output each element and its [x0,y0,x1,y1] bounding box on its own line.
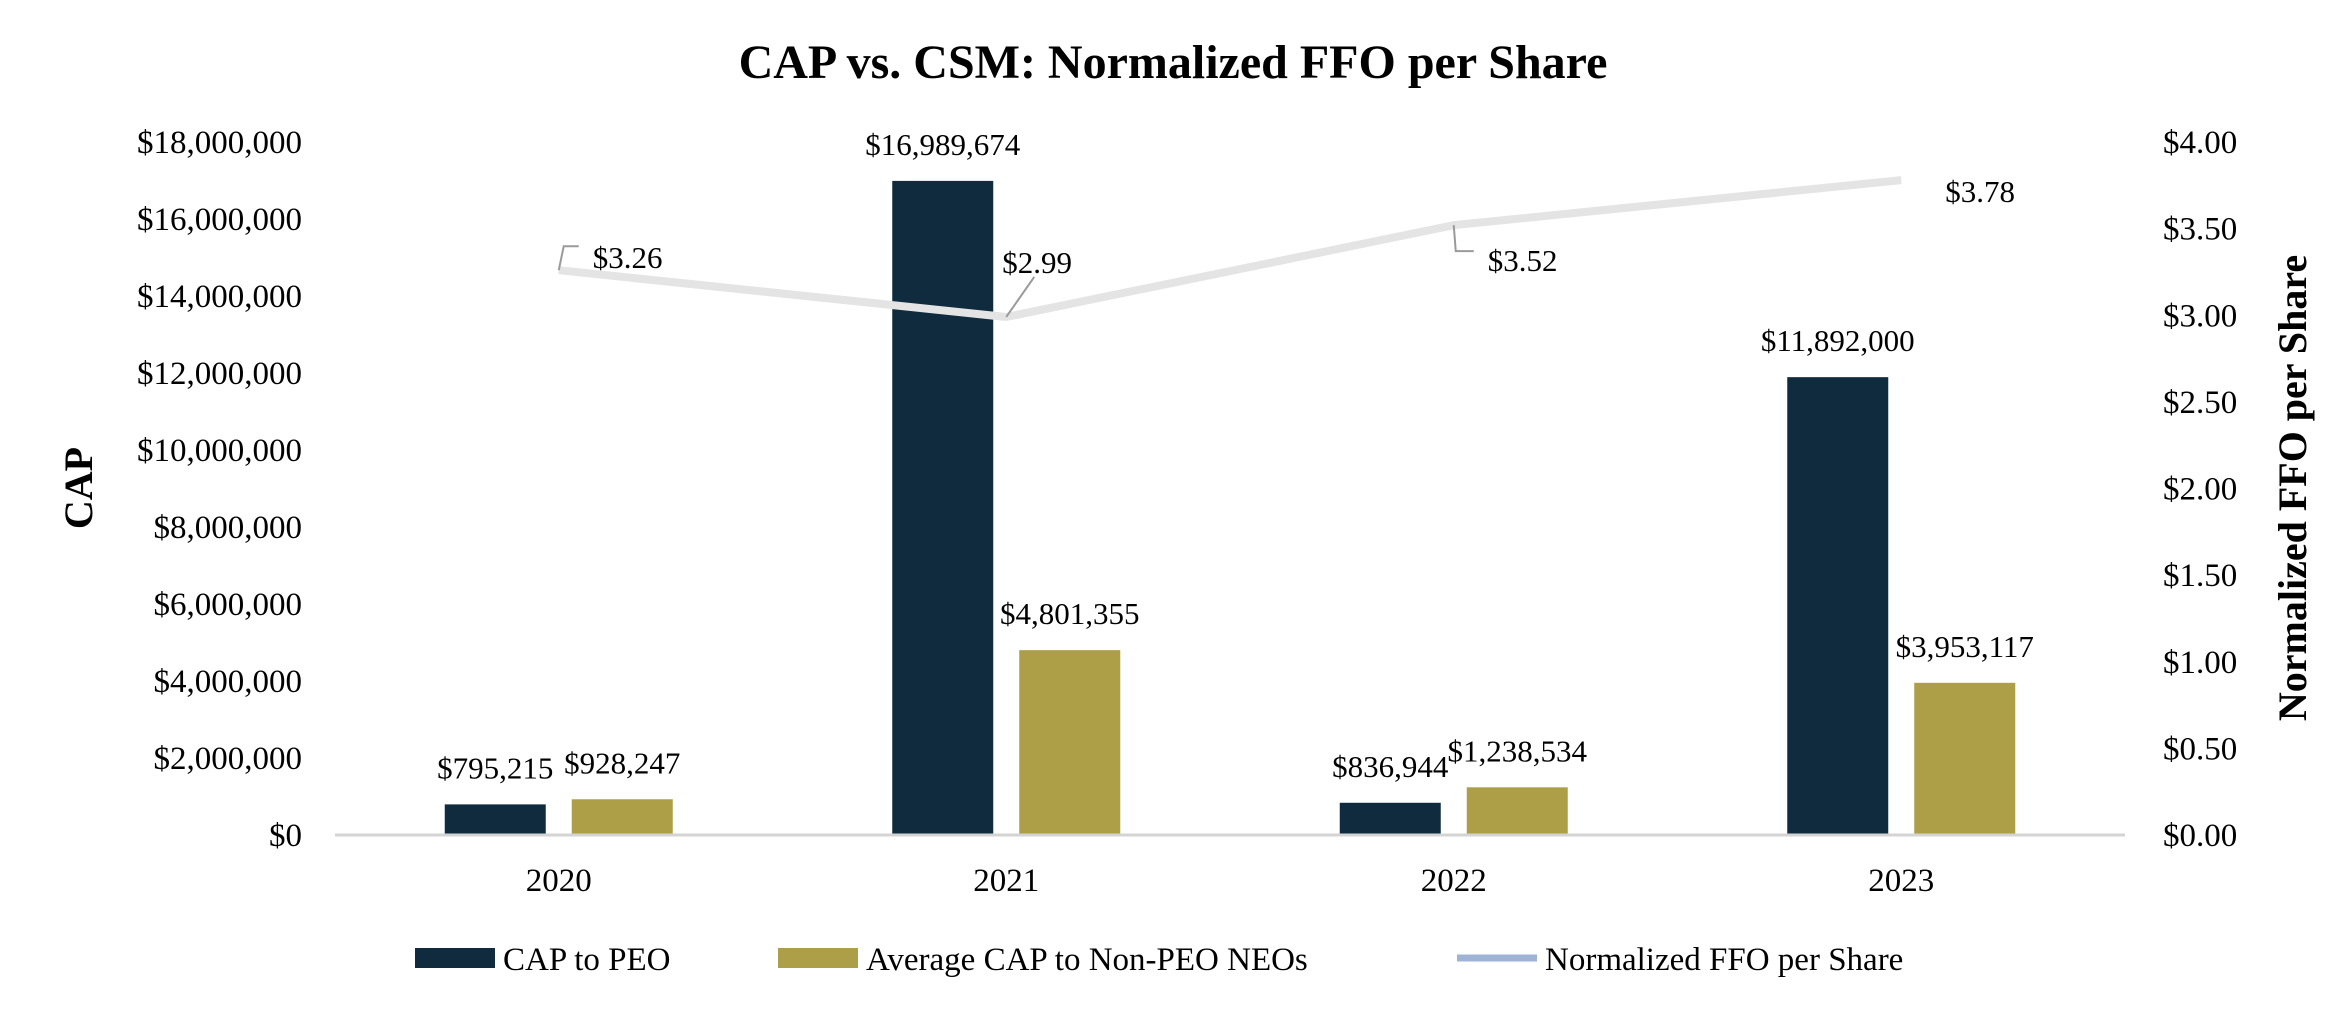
y2-tick-label: $2.00 [2163,472,2237,508]
bar [1339,802,1441,835]
y2-tick-label: $4.00 [2163,125,2237,161]
leader-line [1452,225,1474,253]
y-axis-title: CAP [56,447,101,529]
data-label: $3.78 [1945,174,2015,209]
data-label: $836,944 [1332,749,1449,784]
y2-tick-label: $0.50 [2163,731,2237,767]
bar [1914,682,2016,835]
leader-line [1005,276,1036,318]
series-line [558,176,1902,321]
legend-label: CAP to PEO [503,942,670,978]
data-label: $2.99 [1002,245,1072,280]
data-label: $1,238,534 [1448,733,1588,768]
data-label: $4,801,355 [1000,596,1140,631]
chart-title: CAP vs. CSM: Normalized FFO per Share [739,36,1608,89]
x-tick-label: 2023 [1868,863,1934,899]
y2-tick-label: $3.00 [2163,298,2237,334]
y-tick-label: $0 [269,818,302,854]
x-tick-label: 2020 [526,863,592,899]
y-tick-label: $2,000,000 [154,741,303,777]
y2-tick-label: $3.50 [2163,212,2237,248]
y-tick-label: $6,000,000 [154,587,303,623]
x-tick-label: 2022 [1421,863,1487,899]
y-tick-label: $16,000,000 [137,202,302,238]
data-label: $795,215 [437,750,553,785]
legend-swatch [778,948,858,968]
leader-line [557,245,579,271]
bar [1019,650,1121,835]
data-label: $16,989,674 [865,127,1021,162]
x-tick-label: 2021 [973,863,1039,899]
y2-axis-title: Normalized FFO per Share [2270,255,2315,721]
y-tick-label: $14,000,000 [137,279,302,315]
y2-tick-label: $0.00 [2163,818,2237,854]
bar [1466,787,1568,835]
bar [571,799,673,835]
legend-label: Normalized FFO per Share [1545,942,1903,978]
y-tick-label: $8,000,000 [154,510,303,546]
legend-swatch [415,948,495,968]
data-label: $3,953,117 [1896,629,2034,664]
y2-tick-label: $2.50 [2163,385,2237,421]
data-label: $11,892,000 [1761,323,1915,358]
y2-tick-label: $1.50 [2163,558,2237,594]
y2-tick-label: $1.00 [2163,645,2237,681]
y-tick-label: $4,000,000 [154,664,303,700]
y-tick-label: $18,000,000 [137,125,302,161]
data-label: $928,247 [564,745,680,780]
bar [444,804,546,835]
bar [892,180,994,835]
y-tick-label: $10,000,000 [137,433,302,469]
data-label: $3.52 [1488,243,1558,278]
data-label: $3.26 [593,240,663,275]
legend-label: Average CAP to Non-PEO NEOs [866,942,1308,978]
bar [1787,377,1889,835]
y-tick-label: $12,000,000 [137,356,302,392]
